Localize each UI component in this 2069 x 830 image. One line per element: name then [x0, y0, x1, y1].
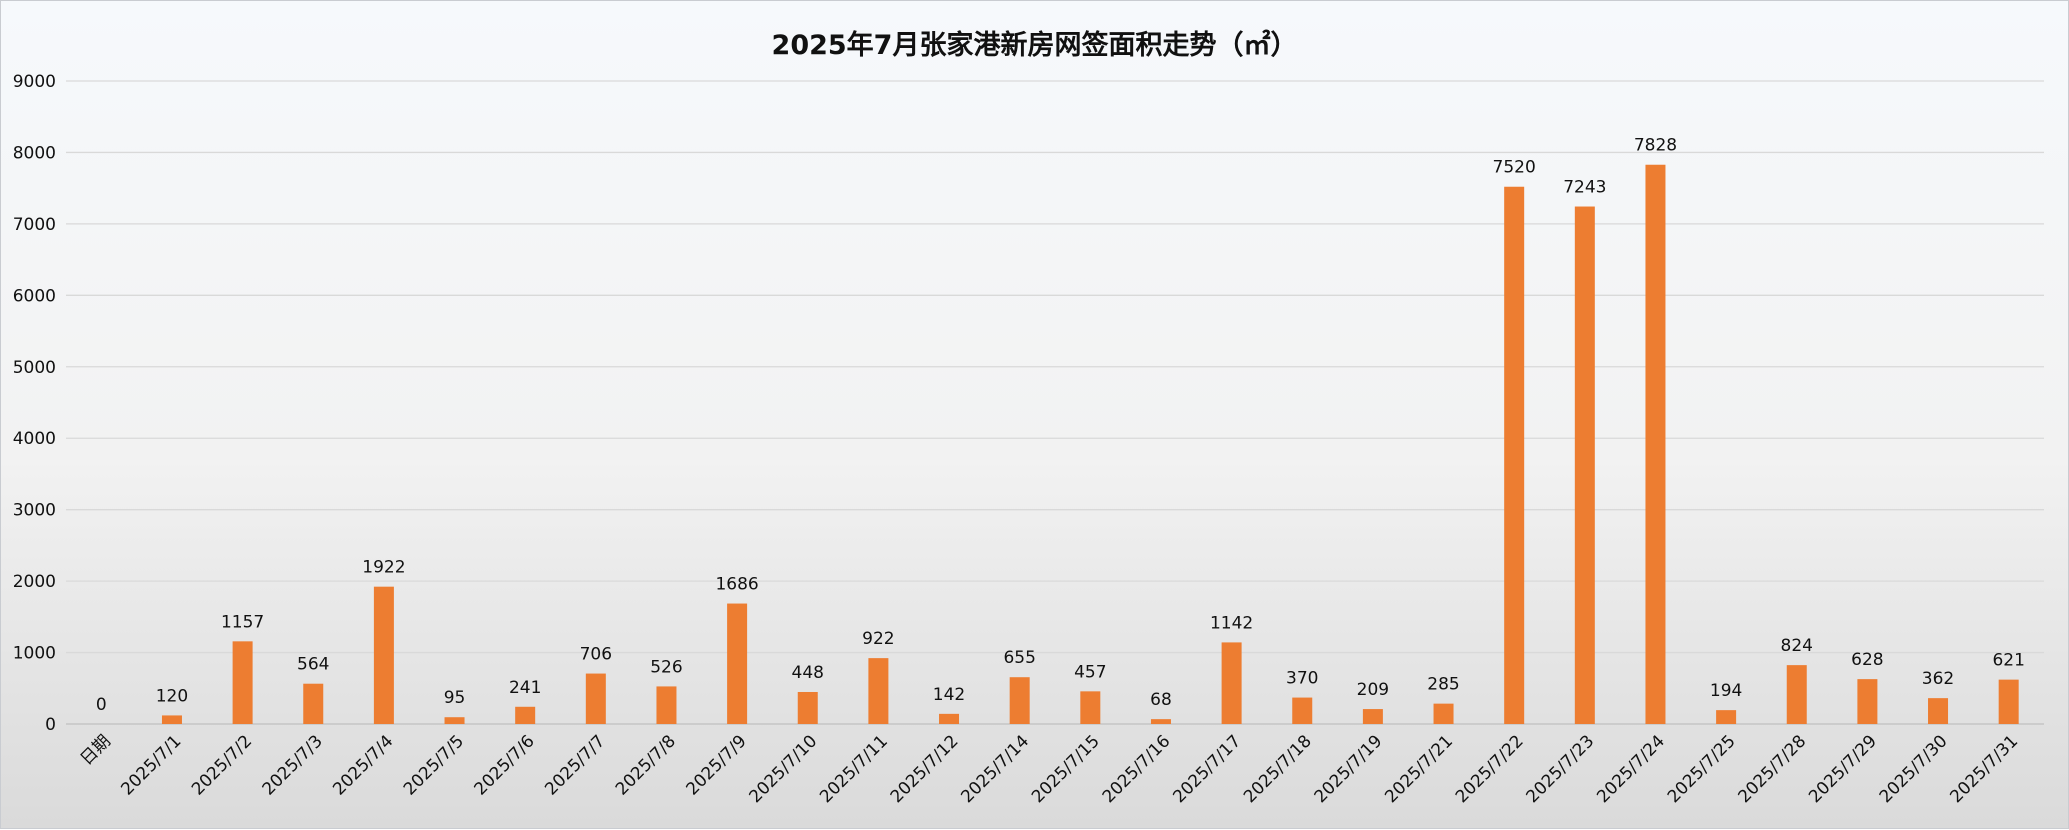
data-label: 120 [156, 686, 188, 706]
data-label: 1157 [221, 612, 264, 632]
bar [1786, 665, 1807, 724]
data-label: 621 [1992, 651, 2024, 671]
bar [797, 691, 818, 724]
x-tick-label: 2025/7/28 [1735, 731, 1811, 807]
data-label: 142 [933, 685, 965, 705]
bar [1716, 710, 1737, 724]
y-tick-label: 1000 [13, 644, 56, 664]
x-tick-label: 2025/7/19 [1311, 731, 1387, 807]
data-label: 241 [509, 678, 541, 698]
x-tick-label: 2025/7/1 [117, 731, 185, 799]
data-label: 194 [1710, 681, 1742, 701]
data-label: 922 [862, 629, 894, 649]
x-tick-label: 2025/7/25 [1664, 731, 1740, 807]
y-tick-label: 9000 [13, 72, 56, 92]
bar [373, 586, 394, 724]
bar [1080, 691, 1101, 724]
data-label: 0 [96, 695, 107, 715]
x-tick-label: 2025/7/29 [1805, 731, 1881, 807]
bar [1928, 698, 1949, 724]
x-tick-label: 2025/7/22 [1452, 731, 1528, 807]
data-label: 7520 [1493, 158, 1536, 178]
y-tick-label: 5000 [13, 358, 56, 378]
data-label: 285 [1427, 675, 1459, 695]
bar [444, 717, 465, 724]
bar [515, 706, 536, 724]
bar [1574, 206, 1595, 724]
bar [727, 603, 748, 724]
data-label: 95 [444, 688, 466, 708]
x-tick-label: 2025/7/17 [1169, 731, 1245, 807]
x-tick-label: 2025/7/8 [612, 731, 680, 799]
y-tick-label: 4000 [13, 429, 56, 449]
x-tick-label: 2025/7/5 [400, 731, 468, 799]
chart-title: 2025年7月张家港新房网签面积走势（㎡） [771, 30, 1298, 61]
x-tick-label: 2025/7/15 [1028, 731, 1104, 807]
data-label: 7828 [1634, 136, 1677, 156]
x-tick-label: 2025/7/16 [1099, 731, 1175, 807]
data-label: 655 [1003, 648, 1035, 668]
bar [868, 658, 889, 724]
data-label: 824 [1781, 636, 1813, 656]
y-tick-label: 0 [45, 715, 56, 735]
bar [585, 673, 606, 724]
x-tick-label: 2025/7/7 [541, 731, 609, 799]
data-label: 706 [580, 645, 612, 665]
data-label: 457 [1074, 662, 1106, 682]
data-label: 1922 [362, 558, 405, 578]
y-tick-label: 3000 [13, 501, 56, 521]
data-label: 362 [1922, 669, 1954, 689]
data-label: 7243 [1563, 178, 1606, 198]
bar [1362, 709, 1383, 724]
bar [1009, 677, 1030, 724]
data-label: 68 [1150, 690, 1172, 710]
bar [232, 641, 253, 724]
data-label: 564 [297, 655, 329, 675]
x-tick-label: 2025/7/6 [471, 731, 539, 799]
data-label: 209 [1357, 680, 1389, 700]
bar [939, 713, 960, 724]
y-tick-label: 8000 [13, 143, 56, 163]
bar [1857, 679, 1878, 724]
x-tick-label: 2025/7/14 [957, 731, 1033, 807]
x-tick-label: 2025/7/31 [1946, 731, 2022, 807]
bar [303, 683, 324, 724]
x-tick-label: 2025/7/21 [1381, 731, 1457, 807]
x-tick-label: 2025/7/24 [1593, 731, 1669, 807]
y-tick-label: 6000 [13, 286, 56, 306]
y-tick-label: 7000 [13, 215, 56, 235]
x-tick-label: 2025/7/2 [188, 731, 256, 799]
bar [1645, 164, 1666, 724]
data-label: 628 [1851, 650, 1883, 670]
x-tick-label: 2025/7/9 [683, 731, 751, 799]
x-tick-label: 2025/7/10 [746, 731, 822, 807]
data-label: 370 [1286, 669, 1318, 689]
bar [656, 686, 677, 724]
bar [1504, 186, 1525, 724]
x-tick-label: 2025/7/30 [1876, 731, 1952, 807]
bar [1292, 697, 1313, 724]
data-label: 448 [792, 663, 824, 683]
x-tick-label: 2025/7/12 [887, 731, 963, 807]
data-label: 526 [650, 657, 682, 677]
x-tick-label: 日期 [77, 731, 115, 769]
data-label: 1142 [1210, 613, 1253, 633]
bar [1998, 679, 2019, 724]
x-tick-label: 2025/7/3 [259, 731, 327, 799]
x-tick-label: 2025/7/18 [1240, 731, 1316, 807]
x-tick-label: 2025/7/23 [1523, 731, 1599, 807]
bar [161, 715, 182, 724]
x-tick-label: 2025/7/4 [329, 731, 397, 799]
data-label: 1686 [715, 575, 758, 595]
bar [1221, 642, 1242, 724]
bar [1150, 719, 1171, 724]
y-tick-label: 2000 [13, 572, 56, 592]
x-tick-label: 2025/7/11 [816, 731, 892, 807]
bar [1433, 703, 1454, 724]
